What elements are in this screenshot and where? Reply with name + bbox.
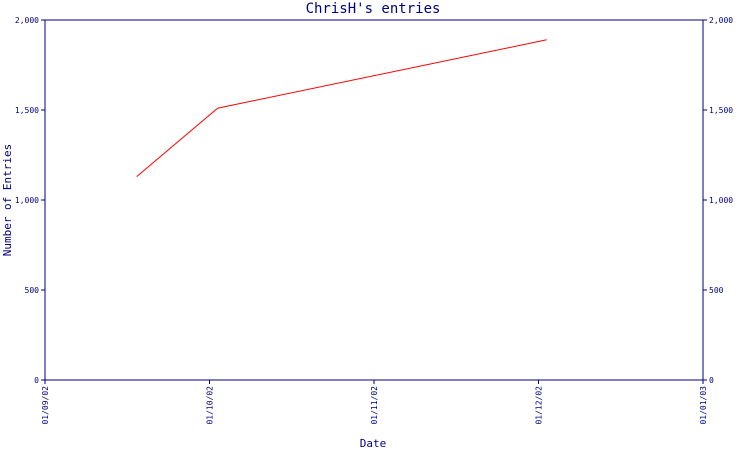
y-tick-label-right: 500: [709, 286, 724, 295]
x-axis: 01/09/02 01/10/02 01/11/02 01/12/02 01/01/03: [41, 380, 708, 425]
y-tick-label-right: 2,000: [709, 16, 733, 25]
y-tick-label-right: 1,000: [709, 196, 733, 205]
series-line: [136, 39, 547, 177]
y-tick-label-left: 0: [34, 376, 39, 385]
y-tick-label-right: 1,500: [709, 106, 733, 115]
x-axis-label: Date: [360, 437, 387, 450]
chart-title: ChrisH's entries: [306, 1, 441, 17]
series-layer: [136, 39, 547, 177]
plot-frame: [44, 19, 704, 381]
y-axis-left: 0 500 1,000 1,500 2,000: [15, 16, 45, 385]
y-axis-label: Number of Entries: [1, 144, 14, 257]
y-tick-label-right: 0: [709, 376, 714, 385]
x-tick-label: 01/09/02: [41, 386, 50, 425]
y-tick-label-left: 500: [25, 286, 40, 295]
x-tick-label: 01/10/02: [206, 386, 215, 425]
x-tick-label: 01/01/03: [699, 386, 708, 425]
x-tick-label: 01/12/02: [535, 386, 544, 425]
x-tick-label: 01/11/02: [370, 386, 379, 425]
y-axis-right: 0 500 1,000 1,500 2,000: [703, 16, 733, 385]
y-tick-label-left: 2,000: [15, 16, 39, 25]
y-tick-label-left: 1,500: [15, 106, 39, 115]
y-tick-label-left: 1,000: [15, 196, 39, 205]
